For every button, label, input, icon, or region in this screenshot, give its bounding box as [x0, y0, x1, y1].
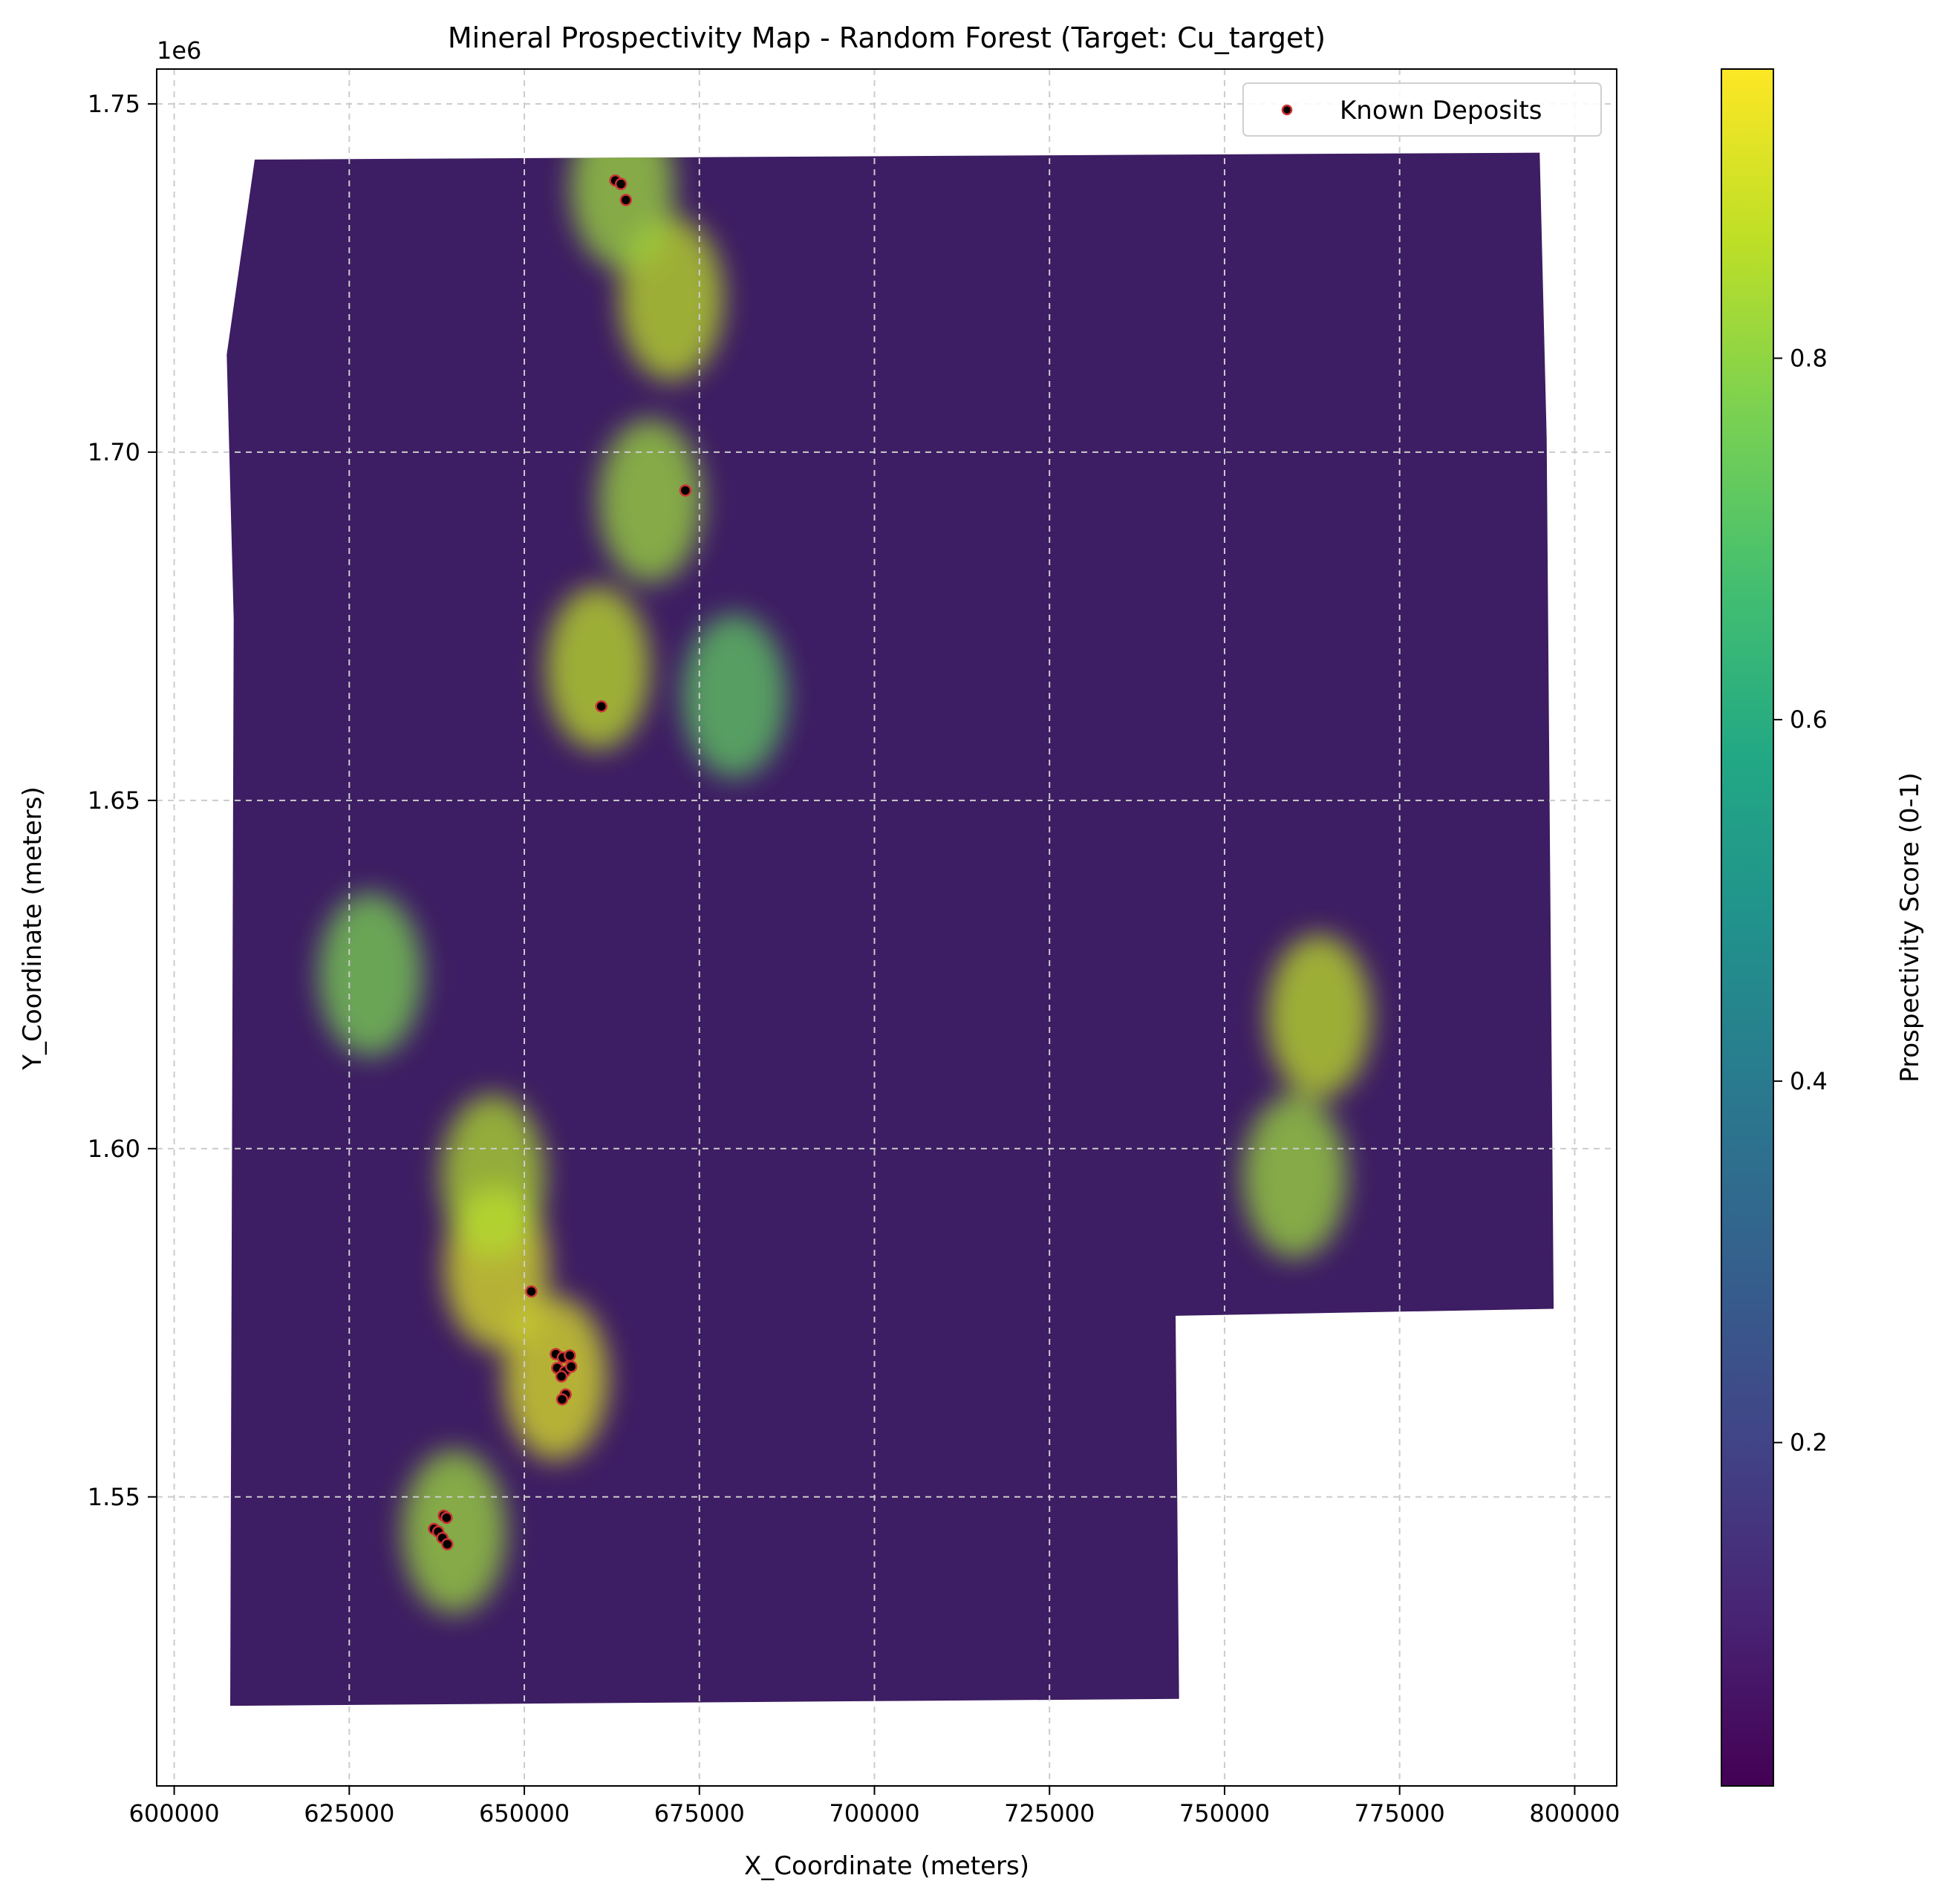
y-offset-label: 1e6	[157, 36, 201, 65]
x-tick-label: 725000	[1004, 1799, 1095, 1828]
colorbar-tick-label: 0.8	[1790, 344, 1828, 372]
prospectivity-zone	[440, 1095, 545, 1259]
prospectivity-zone	[598, 419, 703, 583]
prospectivity-zone	[1242, 1095, 1347, 1259]
colorbar-tick-label: 0.2	[1790, 1429, 1828, 1457]
prospectivity-zone	[1267, 934, 1372, 1098]
chart-title: Mineral Prospectivity Map - Random Fores…	[448, 22, 1326, 54]
deposit-point	[555, 1393, 569, 1406]
deposit-point	[564, 1360, 578, 1373]
x-axis-label: X_Coordinate (meters)	[744, 1851, 1029, 1881]
x-tick-label: 800000	[1529, 1799, 1620, 1828]
deposit-point	[525, 1285, 538, 1298]
legend-label: Known Deposits	[1340, 96, 1542, 125]
colorbar-gradient	[1721, 68, 1774, 1787]
deposit-point	[440, 1511, 453, 1525]
x-tick-label: 675000	[654, 1799, 745, 1828]
x-tick-label: 625000	[304, 1799, 394, 1828]
colorbar-tick-label: 0.4	[1790, 1067, 1828, 1095]
prospectivity-zone	[682, 614, 786, 778]
y-tick-label: 1.55	[88, 1483, 140, 1511]
deposit-point	[555, 1370, 568, 1383]
prospectivity-zone	[318, 893, 423, 1057]
y-tick-label: 1.60	[88, 1135, 140, 1163]
legend-marker	[1281, 104, 1293, 116]
deposit-point	[679, 484, 692, 497]
prospectivity-zone	[402, 1450, 506, 1614]
x-tick-label: 700000	[829, 1799, 919, 1828]
deposit-point	[614, 177, 628, 191]
deposit-point	[441, 1538, 454, 1551]
colorbar-label: Prospectivity Score (0-1)	[1895, 772, 1925, 1083]
plot-frame	[156, 68, 1617, 1787]
y-tick-label: 1.70	[88, 438, 140, 466]
x-tick-label: 650000	[479, 1799, 570, 1828]
x-tick-label: 775000	[1355, 1799, 1445, 1828]
colorbar: 0.2 0.4 0.6 0.8 Prospectivity Score (0-1)	[1721, 68, 1925, 1787]
legend: Known Deposits	[1242, 82, 1602, 137]
legend-box	[1242, 82, 1602, 137]
y-tick-label: 1.65	[88, 786, 140, 815]
y-axis-label: Y_Coordinate (meters)	[18, 786, 48, 1070]
deposit-point	[619, 194, 633, 206]
x-tick-label: 750000	[1179, 1799, 1270, 1828]
colorbar-tick-label: 0.6	[1790, 705, 1828, 734]
prospectivity-zone	[546, 586, 651, 750]
deposit-point	[564, 1349, 576, 1362]
y-tick-label: 1.75	[88, 90, 140, 118]
deposit-point	[595, 700, 608, 713]
x-tick-label: 600000	[128, 1799, 219, 1828]
